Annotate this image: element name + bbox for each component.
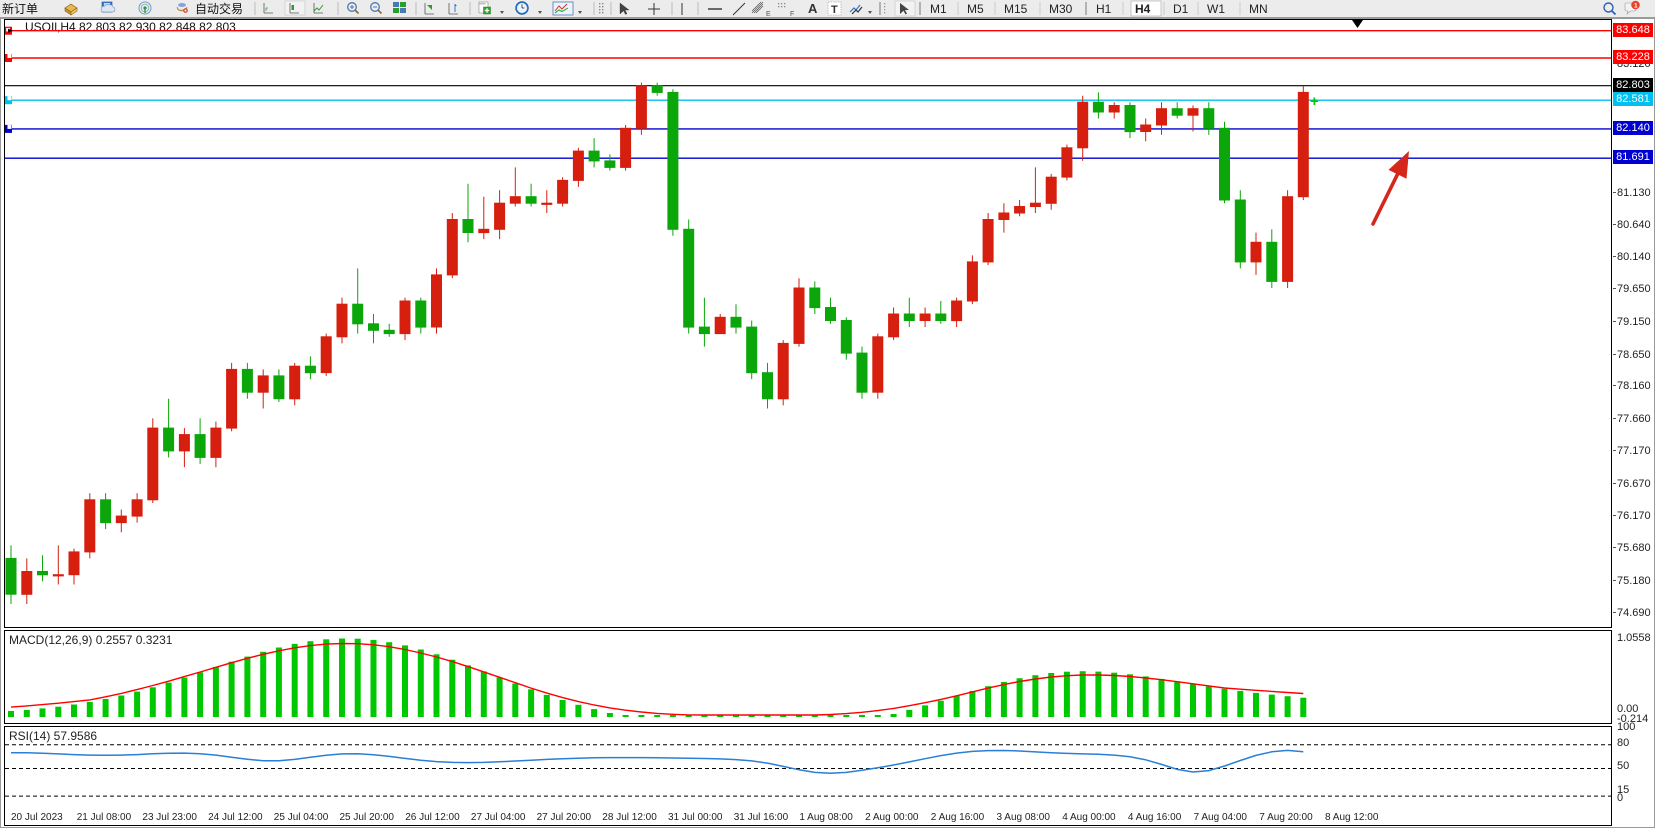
- svg-text:W1: W1: [1207, 2, 1225, 16]
- svg-text:F: F: [790, 11, 794, 18]
- svg-text:USOIl,H4 82.803 82.930 82.848: USOIl,H4 82.803 82.930 82.848 82.803: [25, 20, 236, 34]
- svg-text:MN: MN: [1249, 2, 1268, 16]
- svg-text:H4: H4: [1135, 2, 1151, 16]
- svg-text:A: A: [808, 1, 818, 16]
- svg-text:T: T: [831, 4, 838, 16]
- svg-text:M5: M5: [967, 2, 984, 16]
- svg-text:新订单: 新订单: [2, 1, 38, 16]
- svg-text:E: E: [766, 11, 771, 18]
- svg-text:+: +: [1310, 93, 1319, 110]
- svg-text:D1: D1: [1173, 2, 1189, 16]
- svg-text:M15: M15: [1004, 2, 1028, 16]
- svg-text:1: 1: [1634, 2, 1638, 9]
- svg-text:M1: M1: [930, 2, 947, 16]
- svg-text:H1: H1: [1096, 2, 1112, 16]
- svg-text:自动交易: 自动交易: [195, 1, 243, 16]
- svg-text:M30: M30: [1049, 2, 1073, 16]
